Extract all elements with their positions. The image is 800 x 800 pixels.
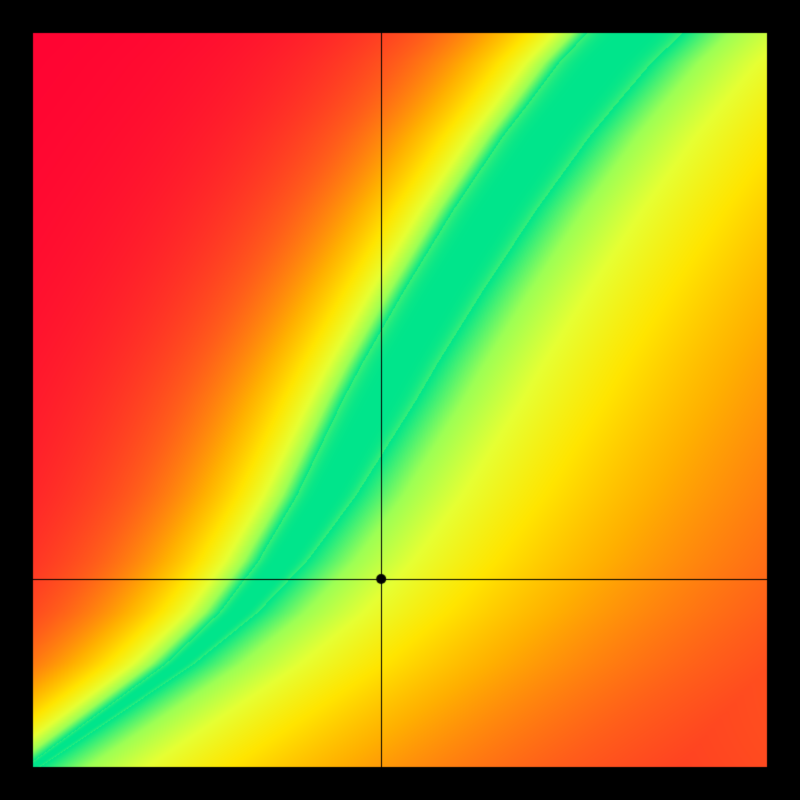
heatmap-canvas bbox=[0, 0, 800, 800]
chart-container: TheBottleneck.com bbox=[0, 0, 800, 800]
bottleneck-heatmap bbox=[0, 0, 800, 800]
